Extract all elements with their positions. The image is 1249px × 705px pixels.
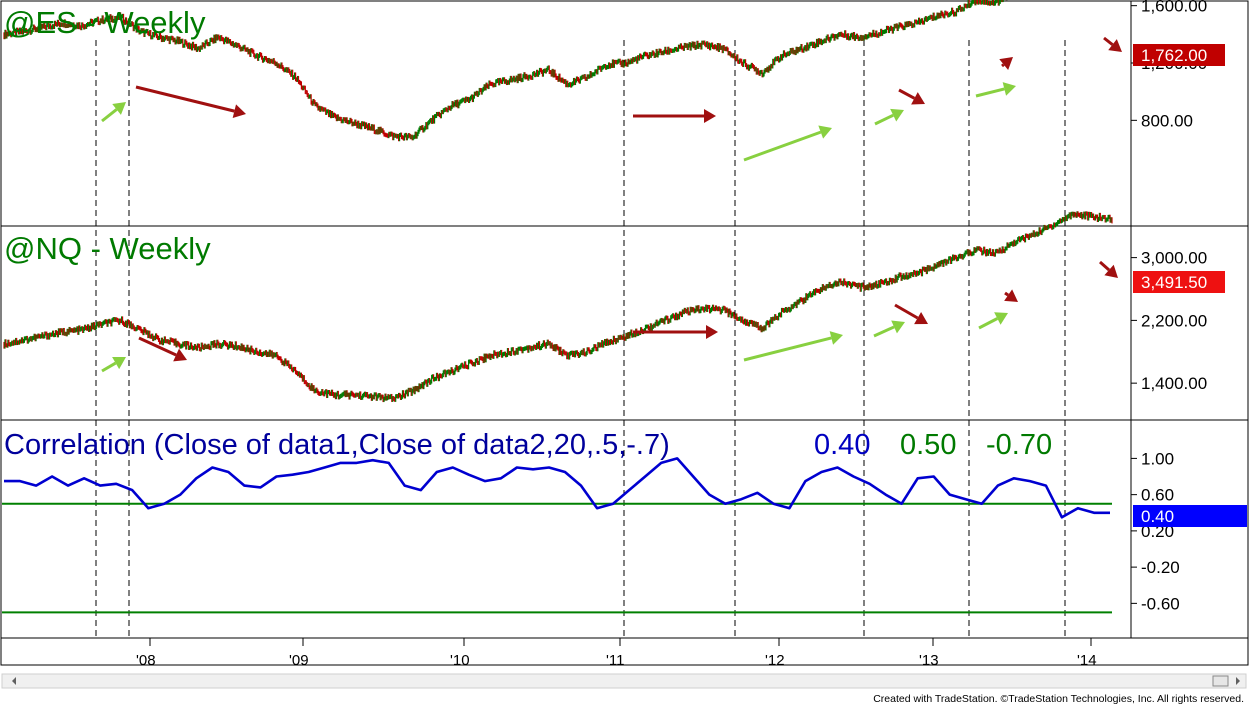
nq-price-pane: 3,000.00 2,200.00 1,400.00 xyxy=(3,211,1207,403)
red-arrow xyxy=(894,303,928,325)
arrow-head xyxy=(818,125,832,139)
es-last-value-label: 1,762.00 xyxy=(1141,46,1207,65)
correlation-last-value-label: 0.40 xyxy=(1141,507,1174,526)
es-title: @ES - Weekly xyxy=(4,5,206,40)
arrow-shaft xyxy=(101,108,118,123)
correlation-title: Correlation (Close of data1,Close of dat… xyxy=(4,429,670,461)
x-tick-label: '09 xyxy=(289,652,309,669)
green-arrow xyxy=(743,125,832,162)
arrow-head xyxy=(112,102,126,115)
y-tick-label: 0.60 xyxy=(1141,486,1174,505)
green-arrow xyxy=(874,108,904,126)
footer-credit: Created with TradeStation. ©TradeStation… xyxy=(873,693,1244,705)
red-arrow xyxy=(898,88,925,105)
annotation-arrows xyxy=(101,36,1122,373)
arrow-head xyxy=(1108,39,1122,52)
arrow-shaft xyxy=(1001,63,1005,68)
arrow-shaft xyxy=(101,361,117,373)
y-tick-label: 3,000.00 xyxy=(1141,249,1207,268)
red-arrow xyxy=(633,109,716,123)
y-tick-label: 1.00 xyxy=(1141,449,1174,468)
green-arrow xyxy=(978,312,1008,330)
arrow-head xyxy=(914,311,928,325)
arrow-head xyxy=(1004,289,1018,302)
correlation-pane: 1.000.600.20-0.20-0.60 xyxy=(2,449,1180,614)
arrow-shaft xyxy=(743,130,822,162)
green-arrow xyxy=(743,331,843,362)
red-arrow xyxy=(633,325,718,339)
red-arrow xyxy=(999,57,1013,71)
green-arrow xyxy=(101,357,126,373)
y-tick-label: -0.20 xyxy=(1141,558,1180,577)
outer-border xyxy=(0,0,1249,666)
nq-last-value-label: 3,491.50 xyxy=(1141,273,1207,292)
arrow-shaft xyxy=(898,88,916,100)
arrow-head xyxy=(829,331,843,345)
x-tick-label: '11 xyxy=(606,652,624,669)
event-vertical-lines xyxy=(95,40,1066,638)
arrow-head xyxy=(911,92,925,105)
nq-last-value-badge xyxy=(1133,271,1225,293)
arrow-shaft xyxy=(978,317,999,330)
arrow-shaft xyxy=(975,87,1005,98)
red-arrow xyxy=(1004,289,1018,302)
arrow-shaft xyxy=(743,336,832,362)
arrow-shaft xyxy=(874,113,894,126)
arrow-shaft xyxy=(1103,36,1114,46)
green-arrow xyxy=(873,320,905,338)
arrow-head xyxy=(891,320,905,334)
arrow-head xyxy=(112,357,126,370)
arrow-shaft xyxy=(1004,291,1009,297)
arrow-head xyxy=(706,325,718,339)
arrow-head xyxy=(999,57,1013,71)
scroll-thumb[interactable] xyxy=(1212,675,1229,687)
correlation-param-2: 0.50 xyxy=(900,429,956,461)
y-tick-label: -0.60 xyxy=(1141,594,1180,613)
red-arrow xyxy=(1103,36,1122,52)
green-arrow xyxy=(101,102,126,123)
arrow-head xyxy=(1002,82,1016,96)
x-tick-label: '10 xyxy=(450,652,470,669)
x-tick-label: '14 xyxy=(1077,652,1097,669)
chart-frame: '08 '09 '10 '11 '12 '13 '14 xyxy=(0,0,1249,669)
y-tick-label: 800.00 xyxy=(1141,111,1193,130)
x-tick-label: '12 xyxy=(765,652,785,669)
correlation-param-3: -0.70 xyxy=(986,429,1052,461)
red-arrow xyxy=(138,336,187,362)
x-tick-label: '08 xyxy=(136,652,156,669)
arrow-head xyxy=(704,109,716,123)
arrow-head xyxy=(994,312,1008,325)
red-arrow xyxy=(135,85,246,118)
arrow-head xyxy=(173,348,187,362)
horizontal-scrollbar[interactable] xyxy=(1,673,1247,689)
arrow-shaft xyxy=(138,336,177,357)
x-tick-label: '13 xyxy=(919,652,939,669)
es-last-value-badge xyxy=(1133,44,1225,66)
correlation-last-value-badge xyxy=(1133,505,1247,527)
y-tick-label: 2,200.00 xyxy=(1141,311,1207,330)
y-tick-label: 1,600.00 xyxy=(1141,0,1207,16)
scroll-left-icon[interactable] xyxy=(12,677,16,685)
arrow-head xyxy=(1104,264,1118,278)
arrow-head xyxy=(232,104,246,118)
arrow-shaft xyxy=(1099,260,1111,272)
y-tick-label: 1,400.00 xyxy=(1141,374,1207,393)
arrow-shaft xyxy=(894,303,919,320)
green-arrow xyxy=(975,82,1016,98)
correlation-param-1: 0.40 xyxy=(814,429,870,461)
arrow-shaft xyxy=(135,85,235,113)
correlation-line xyxy=(4,457,1110,519)
scroll-right-icon[interactable] xyxy=(1236,677,1240,685)
red-arrow xyxy=(1099,260,1118,278)
arrow-head xyxy=(890,108,904,122)
arrow-shaft xyxy=(873,325,895,338)
nq-title: @NQ - Weekly xyxy=(4,231,211,266)
